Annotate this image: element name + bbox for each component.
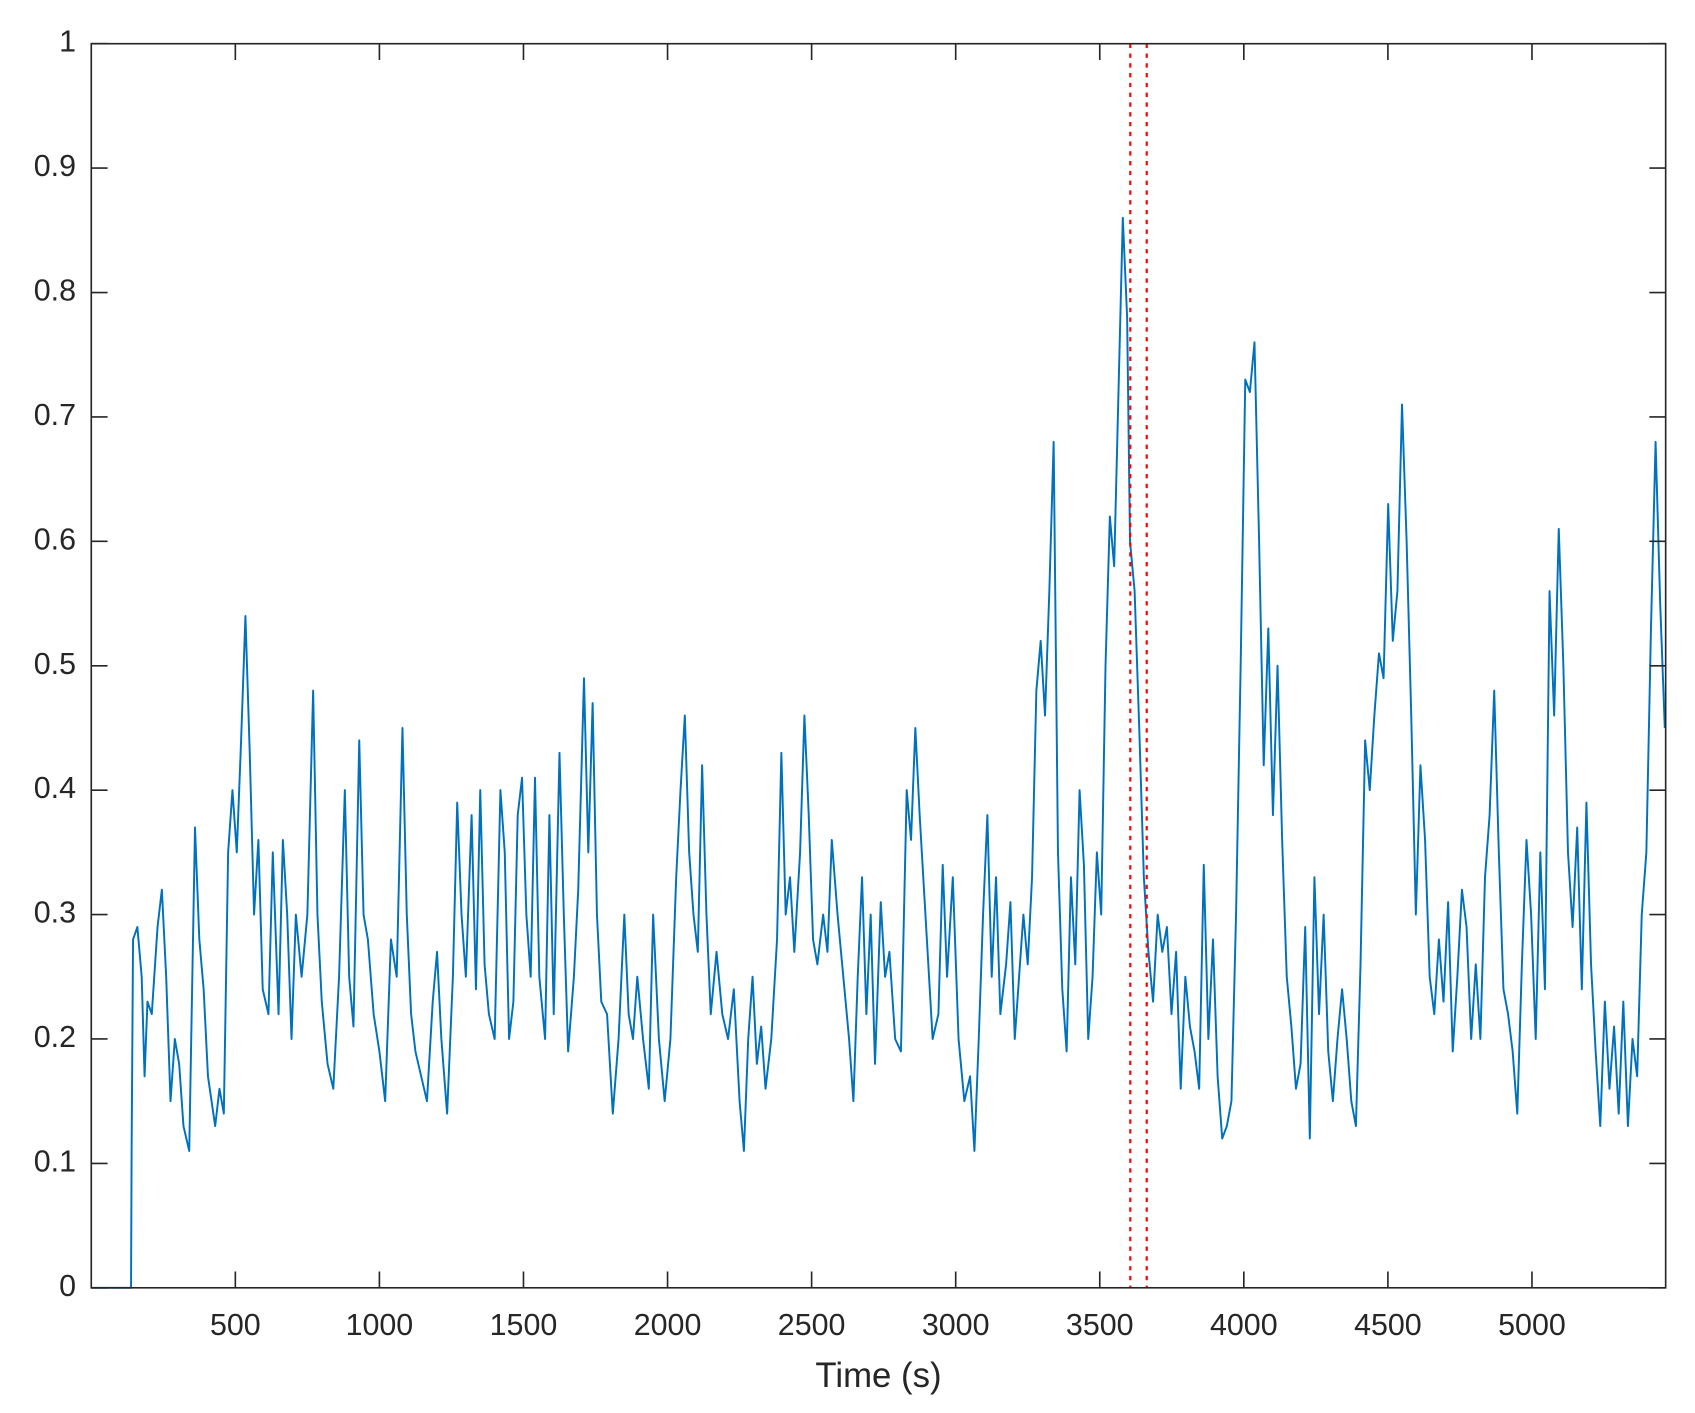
y-tick-label: 0.7 (34, 398, 76, 432)
y-tick-label: 0 (59, 1269, 76, 1303)
y-tick-label: 0.2 (34, 1020, 76, 1054)
x-tick-label: 4000 (1210, 1308, 1278, 1342)
y-tick-label: 0.1 (34, 1144, 76, 1178)
data-line (91, 216, 1666, 1289)
x-tick-label: 3000 (922, 1308, 990, 1342)
x-tick-label: 2500 (778, 1308, 846, 1342)
x-tick-label: 5000 (1498, 1308, 1566, 1342)
y-tick-label: 1 (59, 25, 76, 59)
x-tick-label: 1000 (346, 1308, 414, 1342)
y-tick-label: 0.4 (34, 771, 76, 805)
x-tick-label: 2000 (634, 1308, 702, 1342)
y-tick-label: 0.9 (34, 149, 76, 183)
x-tick-label: 4500 (1354, 1308, 1422, 1342)
x-tick-label: 500 (210, 1308, 261, 1342)
x-tick-label: 3500 (1066, 1308, 1134, 1342)
y-tick-label: 0.6 (34, 522, 76, 556)
x-axis-label: Time (s) (815, 1357, 941, 1395)
y-tick-label: 0.8 (34, 274, 76, 308)
y-tick-label: 0.3 (34, 896, 76, 930)
y-tick-label: 0.5 (34, 647, 76, 681)
x-tick-label: 1500 (490, 1308, 558, 1342)
